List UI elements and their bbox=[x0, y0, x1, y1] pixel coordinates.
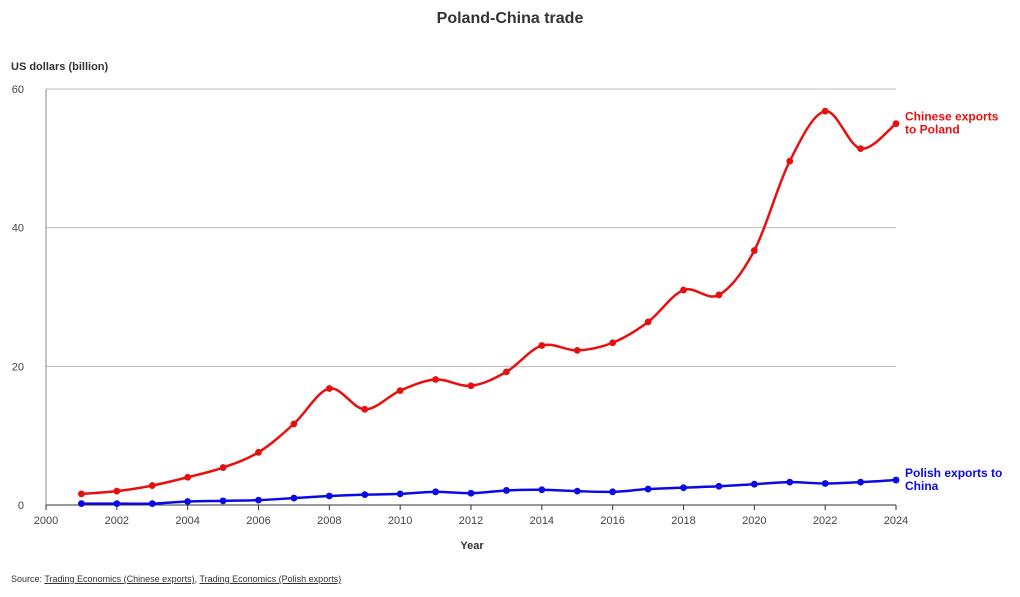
series-line-0 bbox=[80, 109, 898, 496]
data-point bbox=[396, 490, 404, 498]
y-tick-label: 60 bbox=[12, 84, 24, 96]
chart-title: Poland-China trade bbox=[436, 10, 584, 27]
series-label-line: Polish exports to bbox=[905, 466, 1002, 480]
data-point bbox=[78, 500, 85, 508]
y-tick-label: 40 bbox=[12, 223, 24, 235]
x-tick-label: 2006 bbox=[246, 515, 270, 527]
data-point bbox=[857, 145, 864, 153]
data-point bbox=[503, 487, 510, 494]
x-tick-label: 2010 bbox=[388, 515, 412, 527]
data-point bbox=[290, 494, 298, 502]
data-point bbox=[361, 491, 369, 498]
axes: 0 20 40 60 2000 2002 2004 2006 2008 2010 2012 2014 2… bbox=[12, 84, 908, 527]
data-point bbox=[892, 476, 900, 484]
x-tick-label: 2002 bbox=[105, 515, 129, 527]
series-label-1: Polish exports to China bbox=[905, 466, 1002, 493]
series-label-line: to Poland bbox=[905, 123, 960, 137]
source-link-chinese-exports[interactable]: Trading Economics (Chinese exports) bbox=[44, 574, 195, 584]
x-tick-label: 2008 bbox=[317, 515, 341, 527]
data-point bbox=[432, 488, 439, 496]
series-label-0: Chinese exports to Poland bbox=[905, 110, 999, 137]
data-point bbox=[680, 484, 687, 492]
data-point bbox=[467, 489, 475, 497]
x-tick-label: 2024 bbox=[884, 515, 908, 527]
data-point bbox=[715, 291, 723, 299]
data-point bbox=[857, 478, 864, 486]
data-point bbox=[573, 346, 581, 354]
data-point bbox=[184, 498, 192, 505]
data-point bbox=[184, 473, 192, 481]
series-line-1 bbox=[80, 478, 898, 506]
x-tick-label: 2018 bbox=[671, 515, 695, 527]
data-point bbox=[78, 490, 85, 498]
data-point bbox=[715, 482, 723, 490]
x-tick-label: 2000 bbox=[34, 515, 58, 527]
data-point bbox=[432, 376, 439, 383]
data-point bbox=[113, 487, 121, 495]
data-point bbox=[255, 448, 262, 456]
x-tick-label: 2014 bbox=[530, 515, 554, 527]
data-point bbox=[750, 480, 758, 488]
data-point bbox=[786, 157, 794, 165]
x-tick-label: 2016 bbox=[600, 515, 624, 527]
data-point bbox=[255, 496, 262, 504]
data-point bbox=[325, 492, 333, 500]
data-point bbox=[113, 500, 121, 508]
data-point bbox=[467, 382, 475, 390]
x-tick-label: 2004 bbox=[175, 515, 199, 527]
data-point bbox=[148, 500, 156, 508]
data-point bbox=[538, 342, 546, 349]
source-prefix: Source: bbox=[11, 574, 43, 584]
y-tick-label: 20 bbox=[12, 361, 24, 373]
data-point bbox=[609, 488, 617, 496]
data-point bbox=[573, 487, 581, 495]
source-link-polish-exports[interactable]: Trading Economics (Polish exports) bbox=[199, 574, 342, 584]
x-tick-label: 2012 bbox=[459, 515, 483, 527]
data-point bbox=[609, 339, 617, 347]
series-label-line: China bbox=[905, 479, 939, 493]
series-label-line: Chinese exports bbox=[905, 110, 999, 124]
data-point bbox=[821, 107, 829, 115]
source-note: Source: Trading Economics (Chinese expor… bbox=[11, 574, 341, 584]
data-point bbox=[786, 478, 794, 486]
data-point bbox=[750, 247, 758, 254]
data-point bbox=[680, 286, 687, 294]
data-point bbox=[148, 482, 156, 489]
source-separator: , bbox=[194, 574, 198, 584]
y-axis-title: US dollars (billion) bbox=[11, 61, 109, 73]
data-point bbox=[325, 385, 333, 392]
x-tick-label: 2020 bbox=[742, 515, 766, 527]
data-point bbox=[821, 480, 829, 487]
data-point bbox=[644, 318, 652, 326]
data-point bbox=[538, 486, 546, 494]
data-point bbox=[892, 120, 900, 128]
data-point bbox=[219, 464, 227, 471]
data-point bbox=[361, 405, 369, 413]
data-point bbox=[644, 485, 652, 493]
data-point bbox=[396, 387, 404, 394]
series-labels: Chinese exports to Poland Polish exports t… bbox=[905, 110, 1002, 493]
series-layer bbox=[78, 107, 900, 508]
x-tick-label: 2022 bbox=[813, 515, 837, 527]
data-point bbox=[503, 368, 510, 376]
data-point bbox=[290, 420, 298, 428]
data-point bbox=[219, 497, 227, 505]
x-axis-title: Year bbox=[460, 540, 484, 552]
grid-lines bbox=[46, 88, 896, 367]
y-tick-label: 0 bbox=[18, 500, 24, 512]
